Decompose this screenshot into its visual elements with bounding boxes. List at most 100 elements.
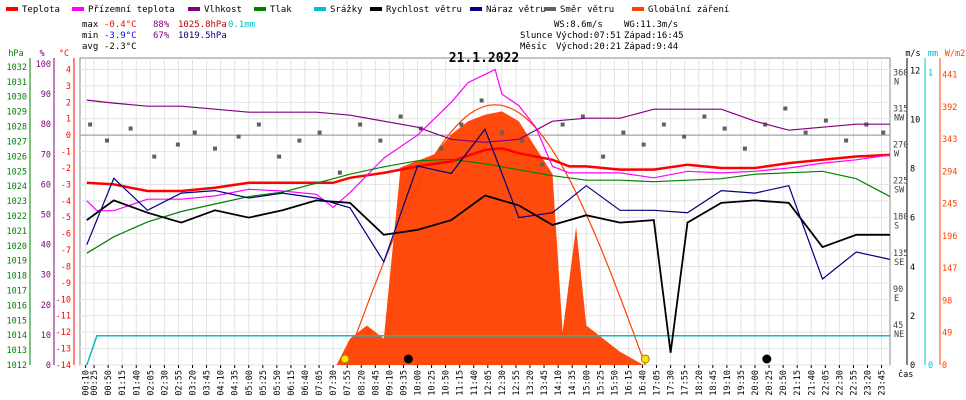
- sun-set: Západ:16:45: [624, 31, 684, 41]
- legend-swatch: [188, 7, 200, 11]
- time-tick-label: 02:55: [174, 370, 184, 396]
- time-tick-label: 16:40: [639, 370, 649, 396]
- stat-min-press: 1019.5hPa: [178, 31, 227, 41]
- time-axis-unit: čas: [898, 369, 913, 380]
- time-tick-label: 04:35: [231, 370, 241, 396]
- hpa-tick-label: 1022: [7, 212, 27, 222]
- legend-label: Rychlost větru: [386, 5, 462, 15]
- time-tick-label: 16:15: [624, 370, 634, 396]
- wm2-axis-unit: W/m2: [945, 49, 965, 59]
- wind-direction-point: [641, 142, 646, 147]
- legend: Teplota Přízemní teplota Vlhkost Tlak Srážky…: [6, 5, 729, 15]
- dir-tick-label: SE: [894, 258, 904, 268]
- hpa-tick-label: 1016: [7, 301, 27, 311]
- mm-axis-unit: mm: [928, 49, 938, 59]
- hpa-tick-label: 1030: [7, 93, 27, 103]
- wind-direction-point: [844, 138, 849, 143]
- wind-direction-point: [742, 146, 747, 151]
- sun-rise: Východ:07:51: [556, 31, 621, 41]
- ms-tick-label: 4: [910, 263, 915, 273]
- legend-label: Teplota: [22, 5, 60, 15]
- time-tick-label: 07:05: [315, 370, 325, 396]
- c-tick-label: 3: [66, 82, 71, 92]
- c-tick-label: -9: [61, 279, 71, 289]
- time-tick-label: 00:25: [90, 370, 100, 396]
- dir-tick-label: N: [894, 77, 899, 87]
- hpa-tick-label: 1015: [7, 316, 27, 326]
- radiation-area: [336, 111, 644, 366]
- time-tick-label: 19:10: [723, 370, 733, 396]
- hpa-tick-label: 1012: [7, 361, 27, 371]
- astro-info: WS:8.6m/s WG:11.3m/s Slunce Východ:07:51…: [520, 20, 684, 52]
- stat-max-label: max: [82, 20, 99, 30]
- c-tick-label: 1: [66, 115, 71, 125]
- time-tick-label: 12:55: [512, 370, 522, 396]
- hpa-tick-label: 1024: [7, 182, 27, 192]
- time-tick-label: 01:15: [118, 370, 128, 396]
- dir-tick-degrees: 225: [893, 177, 908, 187]
- dir-tick-label: NW: [894, 114, 905, 124]
- pct-tick-label: 60: [41, 180, 51, 190]
- wind-direction-point: [459, 122, 464, 127]
- ms-tick-label: 0: [910, 361, 915, 371]
- wind-direction-point: [580, 114, 585, 119]
- time-tick-label: 15:25: [596, 370, 606, 396]
- wind-direction-point: [763, 122, 768, 127]
- pct-tick-label: 90: [41, 90, 51, 100]
- time-tick-label: 02:30: [160, 370, 170, 396]
- wind-direction-point: [398, 114, 403, 119]
- hpa-tick-label: 1027: [7, 137, 27, 147]
- ms-tick-label: 12: [910, 66, 920, 76]
- moon-set: Západ:9:44: [624, 42, 678, 52]
- dir-tick-degrees: 135: [893, 249, 908, 259]
- c-tick-label: -2: [61, 164, 71, 174]
- c-tick-label: -1: [61, 148, 71, 158]
- sun-set-marker: [640, 354, 650, 364]
- c-tick-label: -11: [56, 312, 71, 322]
- time-tick-label: 05:00: [245, 370, 255, 396]
- time-tick-label: 22:05: [821, 370, 831, 396]
- legend-label: Vlhkost: [204, 5, 242, 15]
- time-tick-label: 00:10: [82, 370, 92, 396]
- ms-tick-label: 6: [910, 214, 915, 224]
- wind-direction-point: [256, 122, 261, 127]
- ms-tick-label: 8: [910, 165, 915, 175]
- time-tick-label: 20:25: [765, 370, 775, 396]
- time-tick-label: 17:05: [653, 370, 663, 396]
- c-tick-label: -5: [61, 213, 71, 223]
- stat-avg-label: avg: [82, 42, 98, 52]
- mm-tick-label: 0: [928, 361, 933, 371]
- legend-label: Tlak: [270, 5, 292, 15]
- time-tick-label: 04:10: [217, 370, 227, 396]
- pct-tick-label: 40: [41, 241, 51, 251]
- wind-direction-point: [236, 134, 241, 139]
- legend-swatch: [254, 7, 266, 11]
- series-layer: [86, 68, 891, 353]
- right-axes: m/s mm W/m2360N315NW270W225SW180S135SE90E4…: [893, 49, 965, 371]
- c-tick-label: -7: [61, 246, 71, 256]
- time-tick-label: 21:40: [807, 370, 817, 396]
- wind-direction-point: [213, 146, 217, 151]
- time-tick-label: 10:25: [428, 370, 438, 396]
- wm2-tick-label: 441: [942, 70, 957, 80]
- time-tick-label: 20:50: [779, 370, 789, 396]
- dir-tick-degrees: 360: [893, 68, 908, 78]
- time-tick-label: 13:45: [540, 370, 550, 396]
- pct-tick-label: 10: [41, 331, 51, 341]
- legend-label: Náraz větru: [486, 5, 546, 15]
- time-tick-label: 05:50: [273, 370, 283, 396]
- pct-tick-label: 80: [41, 120, 51, 130]
- wind-direction-point: [277, 154, 282, 159]
- wind-direction-point: [601, 154, 606, 159]
- time-tick-label: 15:00: [582, 370, 592, 396]
- wm2-tick-label: 392: [942, 103, 957, 113]
- moon-rise-marker: [762, 354, 772, 364]
- time-tick-label: 20:00: [751, 370, 761, 396]
- legend-swatch: [370, 7, 382, 11]
- c-tick-label: -10: [56, 295, 71, 305]
- stat-rain: 0.1mm: [228, 20, 255, 30]
- wind-direction-point: [783, 106, 788, 111]
- hpa-tick-label: 1021: [7, 227, 27, 237]
- wind-direction-point: [803, 130, 808, 135]
